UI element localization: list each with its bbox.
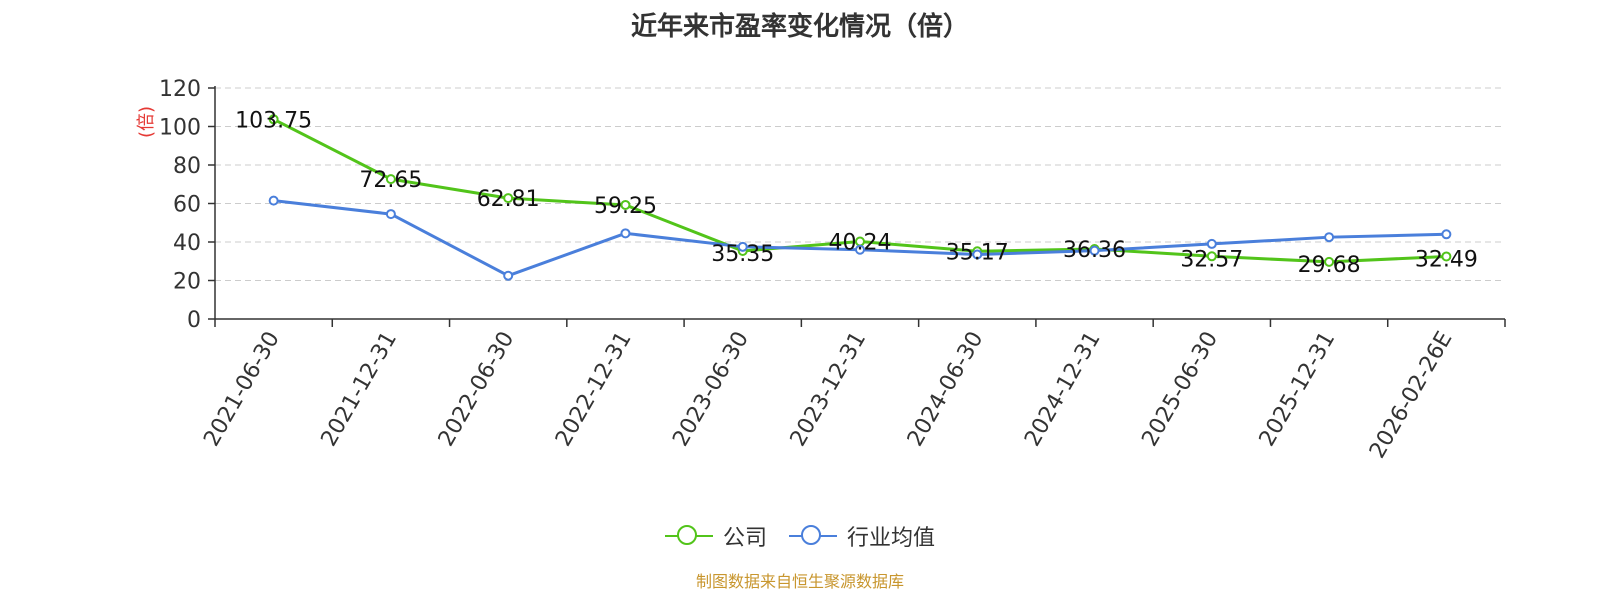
legend-label-industry-average: 行业均值 — [847, 526, 936, 551]
y-tick-label: 0 — [187, 308, 201, 333]
data-point-industry-average — [503, 270, 514, 281]
x-tick-label: 2026-02-26E — [1365, 328, 1458, 463]
data-label: 59.25 — [594, 194, 657, 219]
data-label: 62.81 — [477, 187, 540, 212]
y-tick-label: 40 — [173, 231, 201, 256]
data-point-company — [385, 174, 396, 185]
data-label: 35.35 — [711, 242, 774, 267]
data-point-industry-average — [737, 241, 748, 252]
x-tick-label: 2021-12-31 — [317, 327, 403, 450]
data-label: 29.68 — [1298, 253, 1361, 278]
legend-item-company[interactable]: 公司 — [664, 520, 767, 552]
y-tick-label: 100 — [159, 116, 201, 141]
x-tick-label: 2022-12-31 — [551, 328, 637, 451]
data-point-industry-average — [1441, 229, 1452, 240]
data-point-company — [1206, 251, 1217, 262]
data-label: 36.36 — [1063, 238, 1126, 263]
y-axis-label: (倍) — [136, 106, 157, 138]
x-tick-label: 2023-06-30 — [668, 328, 754, 451]
x-tick-label: 2024-06-30 — [903, 328, 989, 451]
data-point-industry-average — [1324, 232, 1335, 243]
data-point-industry-average — [268, 195, 279, 206]
x-tick-label: 2023-12-31 — [786, 328, 872, 451]
data-label: 40.24 — [829, 231, 892, 256]
data-label: 35.17 — [946, 240, 1009, 265]
data-point-industry-average — [385, 209, 396, 220]
chart-title: 近年来市盈率变化情况（倍） — [630, 12, 969, 42]
data-point-company — [1324, 256, 1335, 267]
data-label: 72.65 — [359, 168, 422, 193]
x-tick-label: 2025-06-30 — [1137, 328, 1223, 451]
y-tick-label: 80 — [173, 154, 201, 179]
legend-item-industry-average[interactable]: 行业均值 — [789, 520, 935, 552]
x-tick-label: 2021-06-30 — [199, 328, 285, 451]
data-point-industry-average — [1206, 238, 1217, 249]
data-point-industry-average — [620, 228, 631, 239]
data-labels: 103.75 72.65 62.81 59.25 35.35 40.24 35.17 36.3… — [235, 108, 1478, 278]
y-tick-label: 120 — [159, 77, 201, 102]
data-point-industry-average — [855, 244, 865, 255]
data-point-company — [268, 114, 279, 125]
data-label: 32.49 — [1415, 247, 1478, 272]
series-lines — [268, 114, 1452, 281]
legend-marker-industry-icon — [789, 524, 837, 548]
x-tick-label: 2024-12-31 — [1020, 328, 1106, 451]
y-tick-label: 60 — [173, 193, 201, 218]
data-label: 32.57 — [1180, 247, 1243, 272]
legend: 公司 行业均值 — [0, 520, 1600, 552]
data-source-note: 制图数据来自恒生聚源数据库 — [695, 572, 904, 591]
data-point-company — [1441, 251, 1452, 262]
data-point-industry-average — [1089, 245, 1100, 256]
legend-label-company: 公司 — [722, 526, 767, 551]
data-point-industry-average — [972, 249, 983, 260]
data-point-company — [620, 199, 631, 210]
data-point-company — [503, 193, 514, 204]
legend-marker-company-icon — [664, 524, 713, 548]
data-label: 103.75 — [235, 108, 312, 133]
y-tick-label: 20 — [173, 270, 201, 295]
x-tick-label: 2022-06-30 — [434, 328, 520, 451]
x-tick-label: 2025-12-31 — [1255, 328, 1341, 451]
